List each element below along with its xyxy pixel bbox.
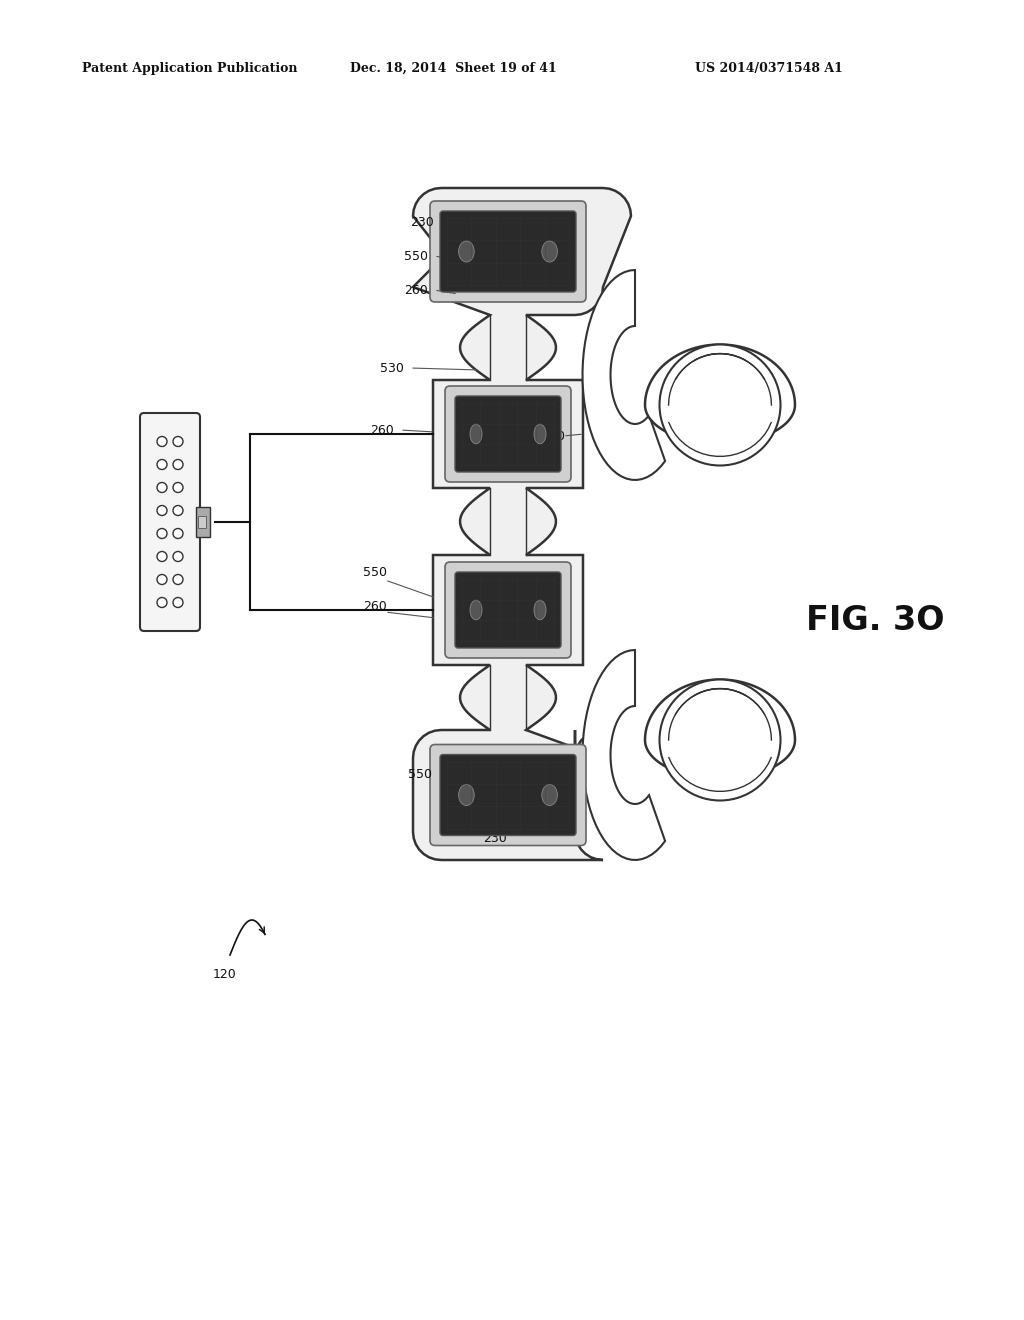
Circle shape <box>173 598 183 607</box>
Ellipse shape <box>542 784 557 805</box>
Circle shape <box>173 552 183 561</box>
Text: 550: 550 <box>408 768 432 781</box>
Text: 550: 550 <box>541 429 565 442</box>
Polygon shape <box>583 649 666 859</box>
Text: 530: 530 <box>380 362 403 375</box>
Text: FIG. 3O: FIG. 3O <box>806 603 944 636</box>
Bar <box>198 516 206 528</box>
Polygon shape <box>583 271 666 480</box>
FancyBboxPatch shape <box>440 755 575 836</box>
Text: 120: 120 <box>213 969 237 982</box>
FancyBboxPatch shape <box>140 413 200 631</box>
Circle shape <box>173 528 183 539</box>
Text: 260: 260 <box>370 424 394 437</box>
Text: 550: 550 <box>362 565 387 578</box>
Circle shape <box>659 680 780 800</box>
FancyBboxPatch shape <box>430 744 586 846</box>
Text: 230: 230 <box>411 215 434 228</box>
Ellipse shape <box>470 424 482 444</box>
Polygon shape <box>645 680 795 779</box>
Circle shape <box>157 574 167 585</box>
Circle shape <box>173 483 183 492</box>
Ellipse shape <box>470 601 482 620</box>
FancyBboxPatch shape <box>455 396 561 473</box>
Circle shape <box>173 574 183 585</box>
FancyBboxPatch shape <box>445 562 571 657</box>
Ellipse shape <box>534 424 546 444</box>
Circle shape <box>157 528 167 539</box>
Circle shape <box>157 598 167 607</box>
Ellipse shape <box>534 601 546 620</box>
Circle shape <box>173 437 183 446</box>
Circle shape <box>157 483 167 492</box>
Text: 260: 260 <box>404 284 428 297</box>
Ellipse shape <box>459 242 474 261</box>
Circle shape <box>157 506 167 516</box>
Circle shape <box>157 459 167 470</box>
Circle shape <box>173 506 183 516</box>
FancyBboxPatch shape <box>430 201 586 302</box>
Text: 550: 550 <box>404 249 428 263</box>
Text: 260: 260 <box>530 766 554 779</box>
FancyBboxPatch shape <box>440 211 575 292</box>
Text: Dec. 18, 2014  Sheet 19 of 41: Dec. 18, 2014 Sheet 19 of 41 <box>350 62 557 75</box>
Ellipse shape <box>459 784 474 805</box>
Circle shape <box>157 437 167 446</box>
FancyBboxPatch shape <box>445 385 571 482</box>
Circle shape <box>173 459 183 470</box>
FancyBboxPatch shape <box>455 572 561 648</box>
Text: 260: 260 <box>364 599 387 612</box>
Ellipse shape <box>542 242 557 261</box>
Bar <box>196 507 210 537</box>
Circle shape <box>157 552 167 561</box>
Text: 230: 230 <box>483 832 507 845</box>
Polygon shape <box>645 345 795 444</box>
Circle shape <box>659 345 780 466</box>
Text: Patent Application Publication: Patent Application Publication <box>82 62 298 75</box>
Text: US 2014/0371548 A1: US 2014/0371548 A1 <box>695 62 843 75</box>
Polygon shape <box>413 187 631 861</box>
